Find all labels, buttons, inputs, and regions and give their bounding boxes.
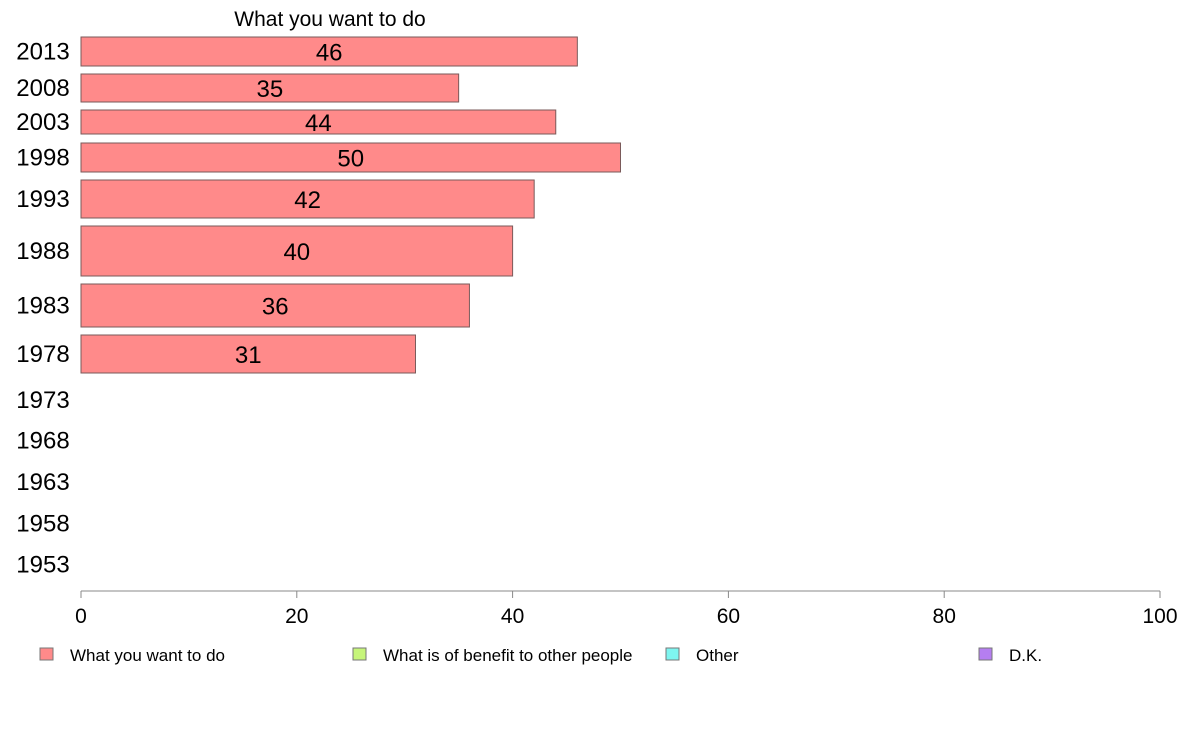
bar (80, 334, 416, 374)
x-tick-label: 20 (285, 605, 308, 628)
y-tick-label: 2003 (16, 109, 69, 136)
x-tick-label: 0 (75, 605, 87, 628)
legend-label: What is of benefit to other people (383, 646, 633, 665)
bar (80, 179, 535, 219)
legend-swatch (39, 647, 54, 661)
y-tick-label: 1988 (16, 238, 69, 265)
bar-data-label: 50 (337, 146, 364, 173)
bar (80, 142, 621, 173)
bar-data-label: 44 (305, 110, 332, 137)
y-tick-label: 1978 (16, 341, 69, 368)
bar-data-label: 31 (235, 342, 262, 369)
legend: What you want to do What is of benefit to… (39, 646, 1042, 665)
bar-data-label: 36 (262, 294, 289, 321)
x-tick-label: 80 (933, 605, 956, 628)
bar (80, 73, 460, 103)
legend-swatch (665, 647, 680, 661)
y-tick-label: 1983 (16, 293, 69, 320)
bar (80, 36, 578, 67)
bar-data-label: 40 (283, 239, 310, 266)
y-tick-label: 2013 (16, 39, 69, 66)
y-tick-label: 1953 (16, 552, 69, 579)
bar (80, 109, 557, 135)
bar-data-label: 42 (294, 187, 321, 214)
y-tick-label: 1958 (16, 511, 69, 538)
chart-title: What you want to do (234, 8, 425, 31)
legend-label: D.K. (1009, 646, 1042, 665)
y-tick-label: 1963 (16, 469, 69, 496)
x-tick-label: 100 (1142, 605, 1177, 628)
bar (80, 225, 514, 277)
x-tick-label: 40 (501, 605, 524, 628)
x-axis: 0 20 40 60 80 100 (75, 590, 1178, 628)
legend-label: What you want to do (70, 646, 225, 665)
y-tick-label: 1993 (16, 186, 69, 213)
x-tick-label: 60 (717, 605, 740, 628)
y-tick-label: 2008 (16, 75, 69, 102)
bar-data-label: 35 (256, 76, 283, 103)
legend-swatch (352, 647, 367, 661)
bar (80, 283, 470, 328)
y-axis-labels: 2013 2008 2003 1998 1993 1988 1983 1978 1973 1968… (16, 39, 69, 579)
legend-label: Other (696, 646, 739, 665)
y-tick-label: 1998 (16, 145, 69, 172)
y-tick-label: 1968 (16, 428, 69, 455)
bar-data-label: 46 (316, 40, 343, 67)
legend-swatch (978, 647, 993, 661)
y-tick-label: 1973 (16, 387, 69, 414)
